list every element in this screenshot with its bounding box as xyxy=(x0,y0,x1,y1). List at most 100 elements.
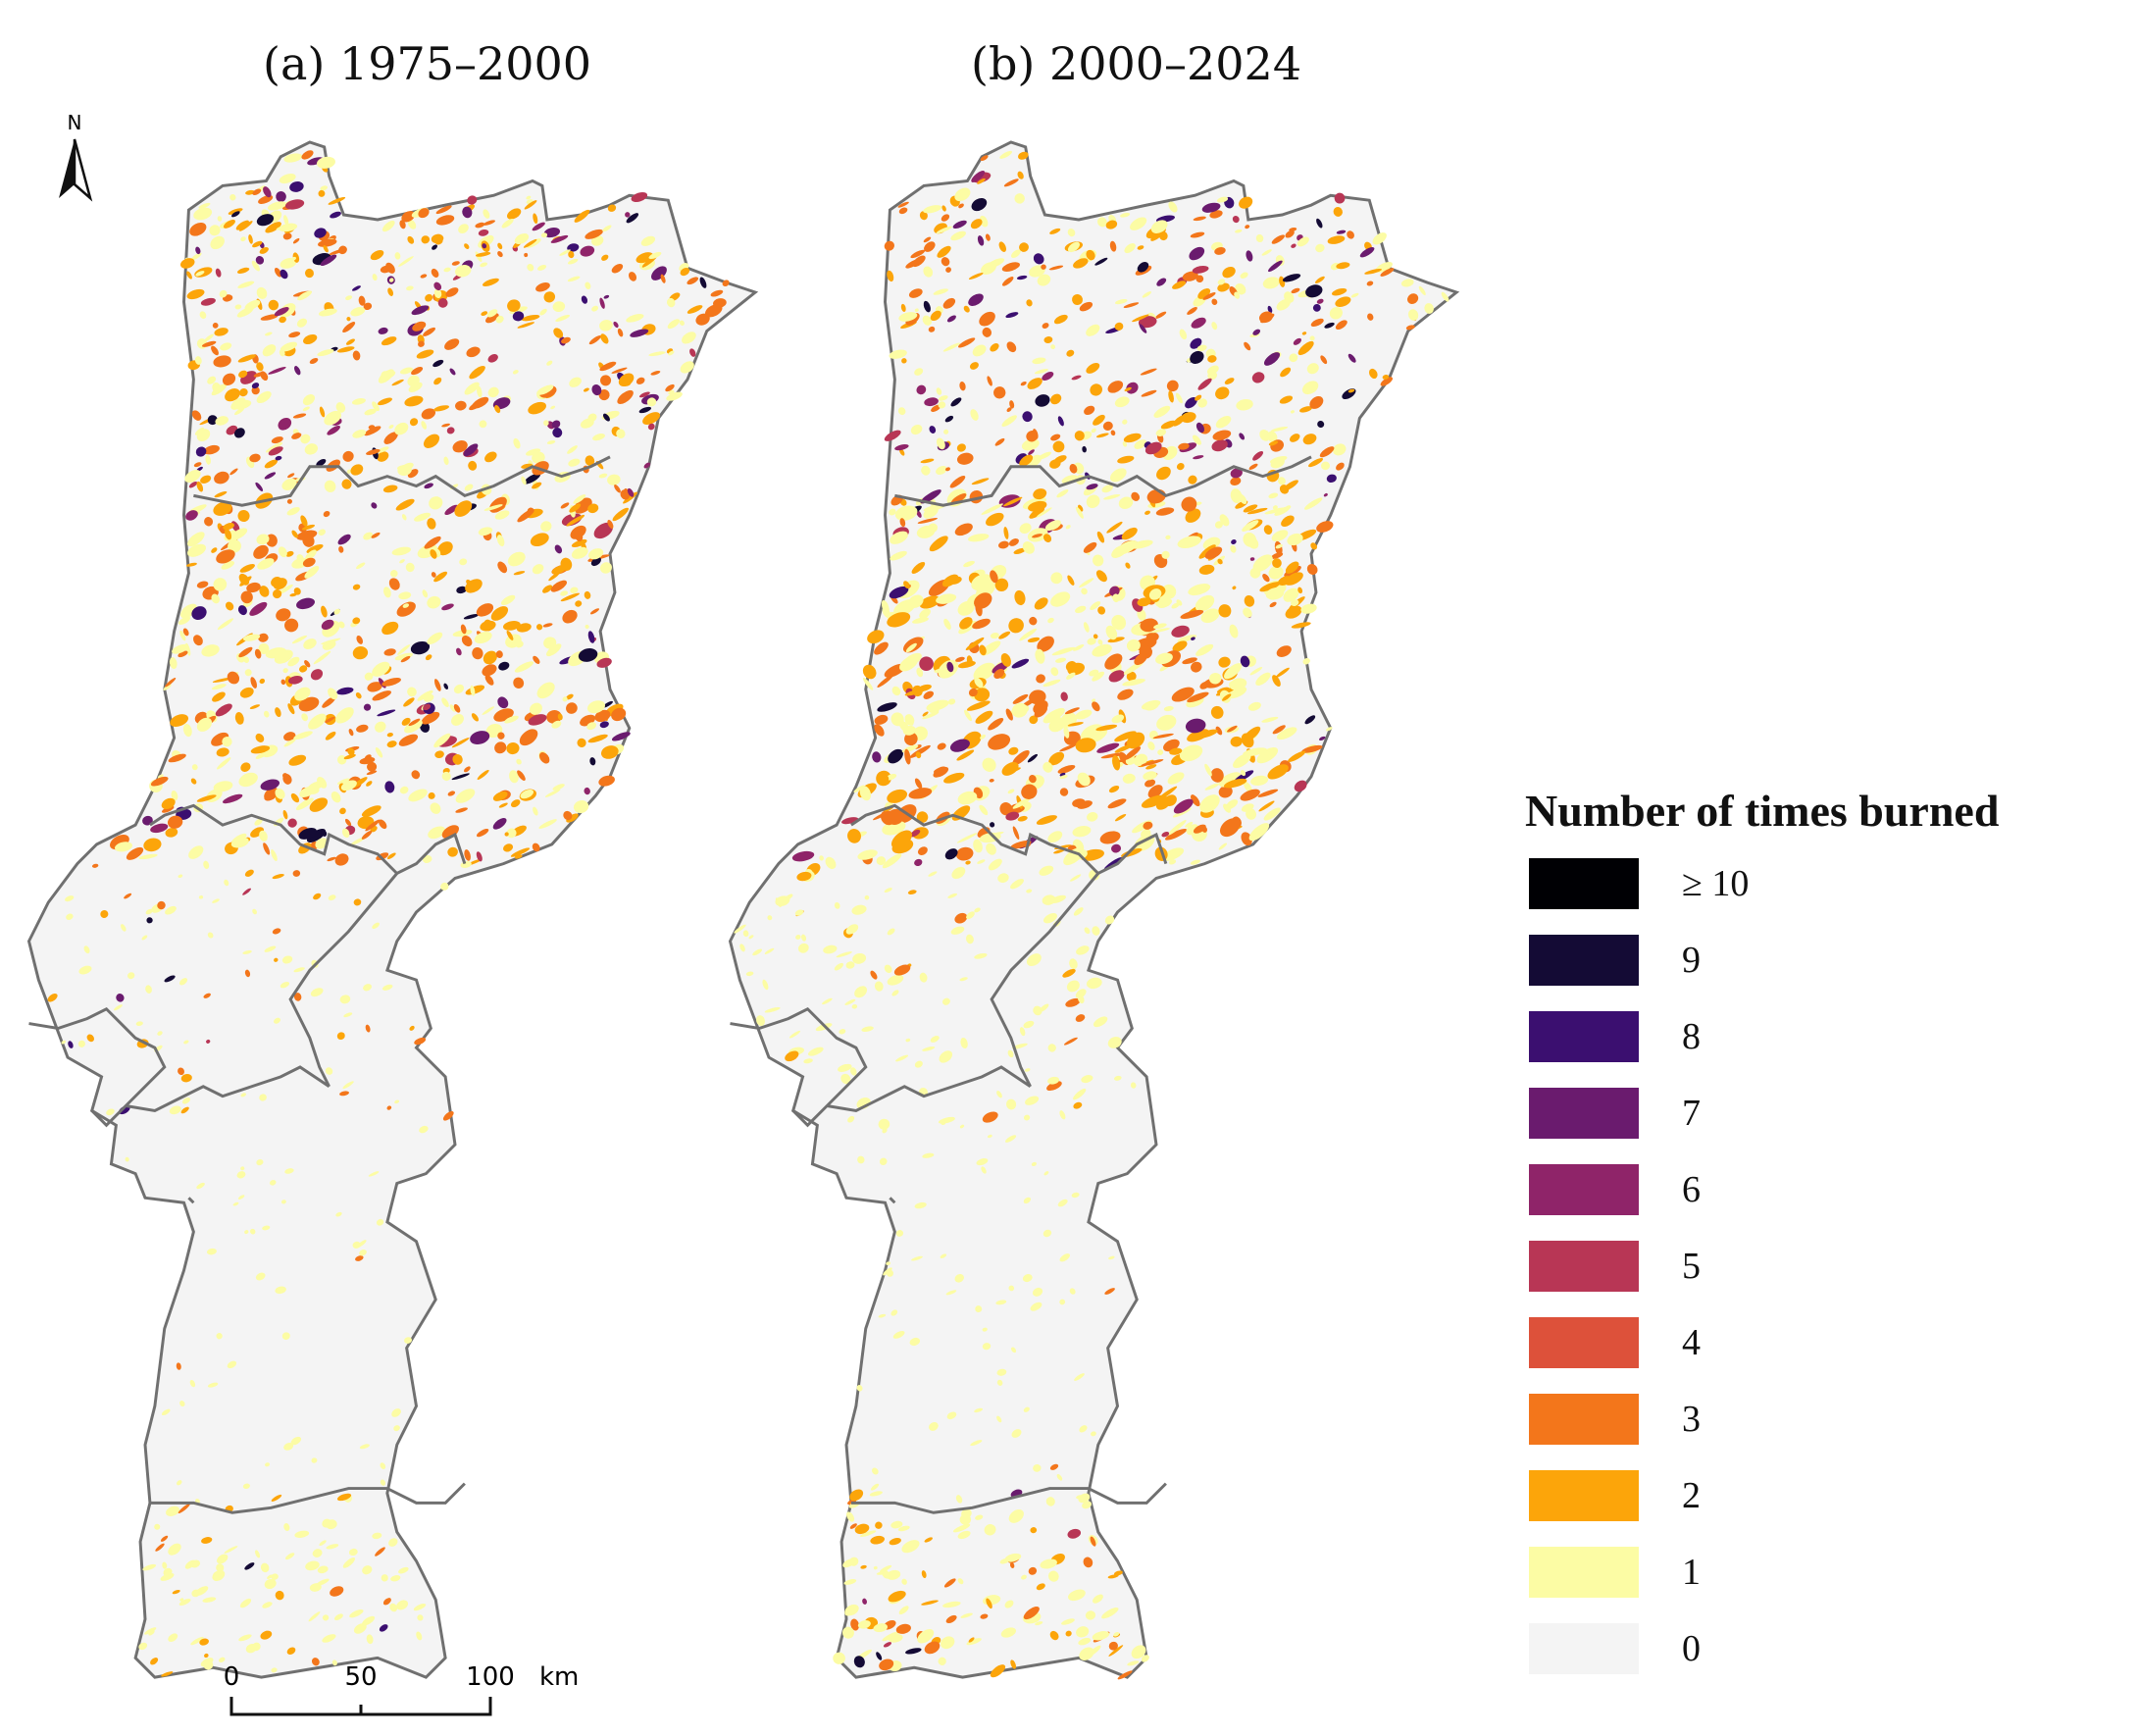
burn-patch-350 xyxy=(328,894,336,901)
burn-patch-556 xyxy=(1289,353,1298,363)
burn-patch-917 xyxy=(585,455,595,467)
burn-patch-736 xyxy=(952,1523,971,1533)
burn-patch-19 xyxy=(420,274,428,279)
burn-patch-663 xyxy=(1233,753,1251,769)
region-boundary-4 xyxy=(126,1065,331,1112)
burn-patch-1168 xyxy=(1124,386,1132,392)
burn-patch-48 xyxy=(169,657,178,669)
burn-patch-79 xyxy=(1230,736,1243,747)
burn-patch-995 xyxy=(259,246,269,254)
burn-patch-258 xyxy=(353,898,362,906)
burn-patch-701 xyxy=(179,630,186,641)
burn-patch-357 xyxy=(193,207,213,221)
burn-patch-1300 xyxy=(1064,707,1080,715)
burn-patch-711 xyxy=(636,252,653,264)
burn-patch-1140 xyxy=(967,534,990,542)
burn-patch-1033 xyxy=(195,246,201,255)
burn-patch-482 xyxy=(996,1368,1007,1376)
legend-label: 4 xyxy=(1682,1322,1701,1363)
burn-patch-702 xyxy=(421,421,428,430)
burn-patch-1058 xyxy=(859,786,872,801)
burn-patch-764 xyxy=(163,684,172,690)
burn-patch-602 xyxy=(1190,859,1201,865)
burn-patch-772 xyxy=(1324,322,1335,329)
burn-patch-1150 xyxy=(316,459,327,467)
burn-patch-1216 xyxy=(600,375,612,386)
burn-patch-523 xyxy=(1143,771,1157,781)
burn-patch-248 xyxy=(752,948,763,956)
burn-patch-1013 xyxy=(255,256,265,265)
burn-patch-1333 xyxy=(1326,474,1337,484)
legend-swatch xyxy=(1529,1164,1639,1215)
burn-patch-1108 xyxy=(573,800,589,814)
burn-patch-1316 xyxy=(1224,663,1243,680)
burn-patch-720 xyxy=(195,271,205,277)
burn-patch-793 xyxy=(191,410,202,421)
burn-patch-1124 xyxy=(1252,329,1261,335)
burn-patch-220 xyxy=(172,1589,180,1595)
burn-patch-938 xyxy=(1247,701,1261,711)
burn-patch-604 xyxy=(1204,783,1220,791)
burn-patch-884 xyxy=(236,267,250,274)
burn-patch-762 xyxy=(1079,301,1093,312)
burn-patch-1002 xyxy=(1043,1171,1049,1176)
burn-patch-537 xyxy=(138,1642,148,1651)
burn-patch-333 xyxy=(1348,353,1356,363)
burn-patch-1310 xyxy=(1037,274,1051,286)
burn-patch-1042 xyxy=(331,791,341,803)
burn-patch-121 xyxy=(528,401,546,415)
burn-patch-224 xyxy=(1263,352,1281,366)
burn-patch-689 xyxy=(1073,644,1085,651)
burn-patch-347 xyxy=(326,1544,339,1550)
burn-patch-1262 xyxy=(1001,761,1019,776)
burn-patch-382 xyxy=(974,688,991,702)
burn-patch-228 xyxy=(330,1586,344,1597)
burn-patch-1103 xyxy=(214,471,229,485)
burn-patch-958 xyxy=(941,1636,955,1650)
burn-patch-543 xyxy=(956,452,974,465)
burn-patch-871 xyxy=(1011,702,1028,718)
burn-patch-628 xyxy=(267,1574,274,1579)
burn-patch-1328 xyxy=(977,178,986,184)
burn-patch-372 xyxy=(910,249,926,259)
burn-patch-375 xyxy=(494,741,507,754)
burn-patch-331 xyxy=(552,301,566,312)
burn-patch-1098 xyxy=(1331,287,1348,296)
burn-patch-822 xyxy=(262,1225,271,1231)
burn-patch-558 xyxy=(77,1040,85,1047)
burn-patch-1099 xyxy=(486,309,498,318)
burn-patch-614 xyxy=(217,618,234,631)
burn-patch-1237 xyxy=(695,313,710,326)
burn-patch-1202 xyxy=(291,530,298,538)
burn-patch-1131 xyxy=(512,311,525,322)
burn-patch-1192 xyxy=(594,709,611,723)
burn-patch-461 xyxy=(375,1547,385,1557)
burn-patch-388 xyxy=(275,1590,284,1601)
burn-patch-83 xyxy=(311,1457,318,1463)
burn-patch-874 xyxy=(1195,275,1204,283)
burn-patch-184 xyxy=(425,293,433,302)
burn-patch-1178 xyxy=(1285,572,1303,586)
burn-patch-996 xyxy=(1093,634,1098,639)
burn-patch-595 xyxy=(1235,229,1243,233)
burn-patch-1091 xyxy=(286,1647,296,1656)
burn-patch-1249 xyxy=(239,221,253,231)
burn-patch-448 xyxy=(201,1537,213,1544)
burn-patch-832 xyxy=(982,1343,992,1351)
burn-patch-292 xyxy=(1050,344,1056,350)
burn-patch-436 xyxy=(1424,303,1434,314)
burn-patch-897 xyxy=(452,754,463,765)
burn-patch-1020 xyxy=(258,633,269,642)
burn-patch-385 xyxy=(1407,309,1419,321)
burn-patch-821 xyxy=(1074,431,1085,441)
legend-label: 7 xyxy=(1682,1093,1701,1134)
burn-patch-1159 xyxy=(1152,733,1174,740)
burn-patch-908 xyxy=(775,895,790,906)
burn-patch-1014 xyxy=(157,900,166,910)
burn-patch-1303 xyxy=(1076,945,1090,955)
burn-patch-987 xyxy=(1176,599,1183,606)
burn-patch-610 xyxy=(1057,416,1064,427)
burn-patch-854 xyxy=(387,371,396,379)
burn-patch-846 xyxy=(1067,228,1076,237)
burn-patch-1286 xyxy=(949,739,970,752)
